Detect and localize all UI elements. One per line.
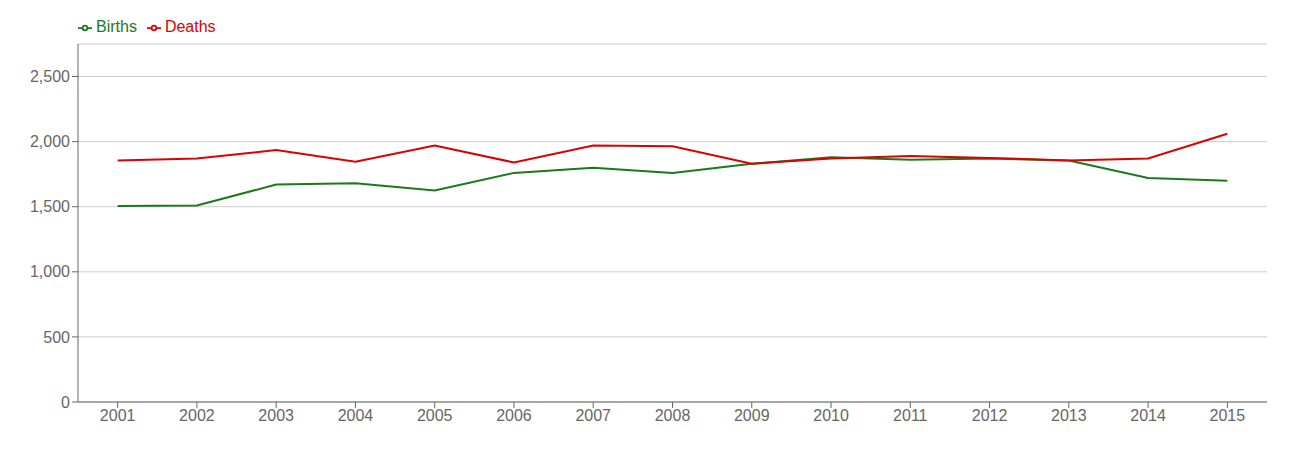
svg-text:2014: 2014: [1130, 407, 1166, 424]
svg-text:2,500: 2,500: [30, 68, 70, 85]
svg-text:2015: 2015: [1210, 407, 1246, 424]
svg-text:2011: 2011: [893, 407, 928, 424]
svg-text:2007: 2007: [575, 407, 611, 424]
svg-text:2001: 2001: [100, 407, 136, 424]
svg-text:1,500: 1,500: [30, 198, 70, 215]
svg-text:500: 500: [43, 329, 70, 346]
svg-text:2005: 2005: [417, 407, 453, 424]
svg-text:2010: 2010: [813, 407, 849, 424]
svg-text:0: 0: [61, 394, 70, 411]
svg-text:2006: 2006: [496, 407, 532, 424]
svg-text:2012: 2012: [972, 407, 1008, 424]
svg-text:2013: 2013: [1051, 407, 1087, 424]
html-text:Births: Births: [96, 18, 137, 35]
svg-text:2002: 2002: [179, 407, 215, 424]
svg-text:2,000: 2,000: [30, 133, 70, 150]
svg-text:2003: 2003: [258, 407, 294, 424]
svg-text:2009: 2009: [734, 407, 770, 424]
svg-text:1,000: 1,000: [30, 263, 70, 280]
svg-text:2008: 2008: [655, 407, 691, 424]
html-text:Deaths: Deaths: [164, 18, 216, 35]
svg-text:2004: 2004: [338, 407, 374, 424]
